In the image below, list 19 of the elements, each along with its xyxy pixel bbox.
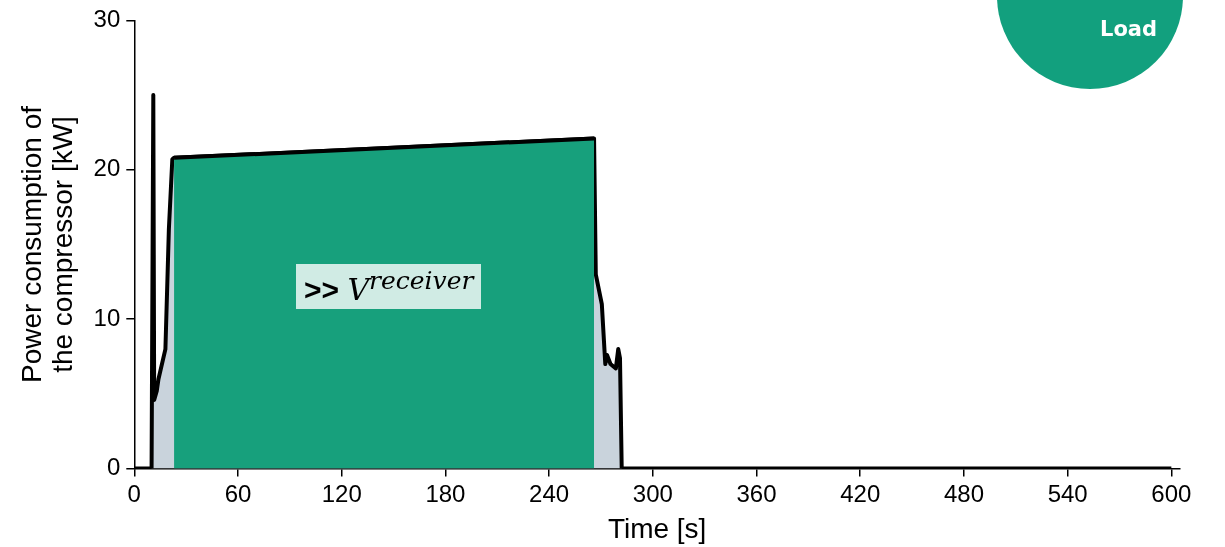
y-tick-label: 20 <box>93 154 121 182</box>
x-tick-label: 60 <box>224 479 252 507</box>
x-tick-label: 180 <box>425 479 466 507</box>
x-tick-label: 360 <box>736 479 777 507</box>
x-tick-label: 120 <box>321 479 362 507</box>
y-tick-label: 10 <box>93 303 121 331</box>
x-tick-label: 600 <box>1151 479 1192 507</box>
x-tick-label: 300 <box>632 479 673 507</box>
x-tick-label: 480 <box>943 479 984 507</box>
y-tick-label: 0 <box>106 453 121 481</box>
x-tick-label: 0 <box>127 479 141 507</box>
x-tick-label: 540 <box>1047 479 1088 507</box>
annotation: >> V$^{receiver}$ <box>296 264 482 309</box>
y-tick-label: 30 <box>93 5 121 33</box>
x-tick-label: 420 <box>840 479 881 507</box>
x-axis-title: Time [s] <box>607 512 707 544</box>
x-tick-label: 240 <box>529 479 570 507</box>
annotation: Load <box>1100 17 1158 41</box>
y-axis-title: Power consumption of the compressor [kW] <box>16 105 78 384</box>
